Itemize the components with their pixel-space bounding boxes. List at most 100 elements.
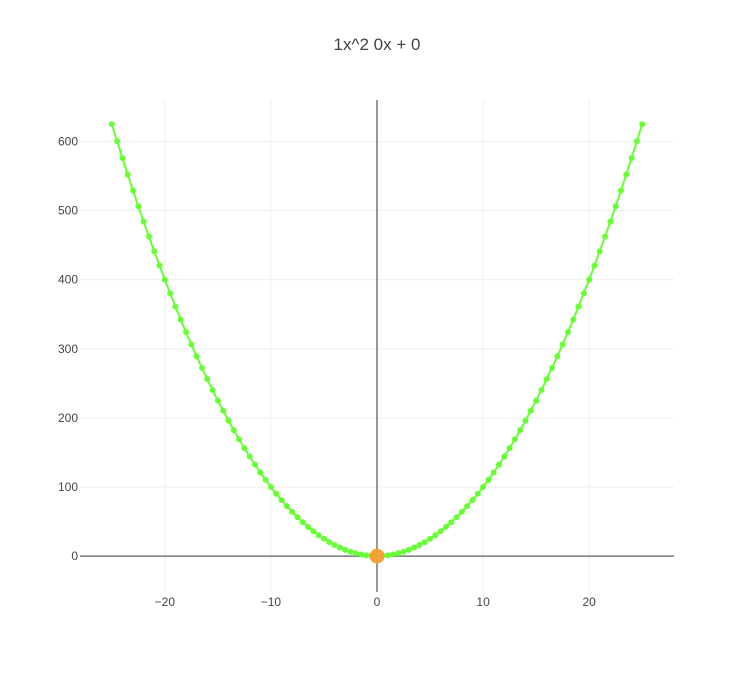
x-tick-label: 0 xyxy=(374,595,381,609)
parabola-point xyxy=(331,542,338,549)
y-axis-ticks: 0 100 200 300 400 500 600 xyxy=(58,134,78,563)
parabola-point xyxy=(623,171,630,178)
y-tick-label: 500 xyxy=(58,204,78,218)
parabola-point xyxy=(389,551,396,558)
parabola-point xyxy=(278,497,285,504)
parabola-point xyxy=(474,490,481,497)
parabola-point xyxy=(586,276,593,283)
parabola-point xyxy=(458,508,465,515)
parabola-point xyxy=(453,514,460,521)
parabola-point xyxy=(432,532,439,539)
parabola-point xyxy=(294,514,301,521)
parabola-point xyxy=(596,248,603,255)
parabola-point xyxy=(564,329,571,336)
parabola-point xyxy=(342,546,349,553)
parabola-point xyxy=(320,535,327,542)
parabola-point xyxy=(252,461,259,468)
parabola-point xyxy=(501,453,508,460)
parabola-point xyxy=(336,544,343,551)
x-tick-label: −20 xyxy=(155,595,176,609)
parabola-point xyxy=(485,476,492,483)
y-tick-label: 300 xyxy=(58,342,78,356)
y-tick-label: 400 xyxy=(58,273,78,287)
parabola-point xyxy=(628,155,635,162)
y-tick-label: 600 xyxy=(58,134,78,148)
y-tick-label: 200 xyxy=(58,411,78,425)
chart-title: 1x^2 0x + 0 xyxy=(334,35,421,54)
parabola-point xyxy=(533,397,540,404)
parabola-point xyxy=(559,341,566,348)
parabola-point xyxy=(480,483,487,490)
parabola-point xyxy=(236,436,243,443)
parabola-point xyxy=(384,552,391,559)
parabola-point xyxy=(130,187,137,194)
parabola-point xyxy=(145,233,152,240)
parabola-point xyxy=(405,546,412,553)
x-tick-label: 20 xyxy=(582,595,596,609)
parabola-point xyxy=(151,248,158,255)
parabola-point xyxy=(310,528,317,535)
y-tick-label: 100 xyxy=(58,480,78,494)
x-tick-label: −10 xyxy=(261,595,282,609)
parabola-point xyxy=(427,535,434,542)
y-tick-label: 0 xyxy=(71,549,78,563)
parabola-point xyxy=(193,353,200,360)
parabola-point xyxy=(209,387,216,394)
parabola-point xyxy=(172,303,179,310)
parabola-point xyxy=(591,262,598,269)
parabola-point xyxy=(230,427,237,434)
parabola-point xyxy=(124,171,131,178)
parabola-point xyxy=(347,548,354,555)
parabola-point xyxy=(358,551,365,558)
parabola-point xyxy=(315,532,322,539)
parabola-point xyxy=(273,490,280,497)
parabola-point xyxy=(416,542,423,549)
parabola-point xyxy=(246,453,253,460)
parabola-point xyxy=(135,203,142,210)
parabola-point xyxy=(490,469,497,476)
parabola-point xyxy=(607,218,614,225)
parabola-point xyxy=(612,203,619,210)
parabola-point xyxy=(156,262,163,269)
parabola-point xyxy=(437,528,444,535)
parabola-point xyxy=(575,303,582,310)
x-tick-label: 10 xyxy=(476,595,490,609)
vertex-point xyxy=(369,548,385,564)
parabola-point xyxy=(188,341,195,348)
parabola-point xyxy=(400,548,407,555)
parabola-point xyxy=(448,519,455,526)
parabola-point xyxy=(527,407,534,414)
parabola-point xyxy=(580,290,587,297)
parabola-point xyxy=(617,187,624,194)
parabola-point xyxy=(326,539,333,546)
parabola-point xyxy=(442,523,449,530)
parabola-point xyxy=(167,290,174,297)
parabola-point xyxy=(241,445,248,452)
series-layer xyxy=(108,121,646,564)
parabola-point xyxy=(305,523,312,530)
parabola-point xyxy=(289,508,296,515)
parabola-point xyxy=(495,461,502,468)
parabola-point xyxy=(198,364,205,371)
parabola-point xyxy=(108,121,115,128)
parabola-point xyxy=(257,469,264,476)
parabola-point xyxy=(517,427,524,434)
parabola-point xyxy=(183,329,190,336)
parabola-point xyxy=(220,407,227,414)
parabola-point xyxy=(161,276,168,283)
parabola-point xyxy=(352,550,359,557)
parabola-point xyxy=(267,483,274,490)
parabola-point xyxy=(633,138,640,145)
parabola-point xyxy=(522,417,529,424)
parabola-point xyxy=(469,497,476,504)
parabola-point xyxy=(119,155,126,162)
parabola-point xyxy=(602,233,609,240)
zero-lines xyxy=(80,100,674,592)
parabola-point xyxy=(639,121,646,128)
parabola-point xyxy=(140,218,147,225)
parabola-point xyxy=(204,376,211,383)
parabola-point xyxy=(299,519,306,526)
parabola-point xyxy=(363,552,370,559)
